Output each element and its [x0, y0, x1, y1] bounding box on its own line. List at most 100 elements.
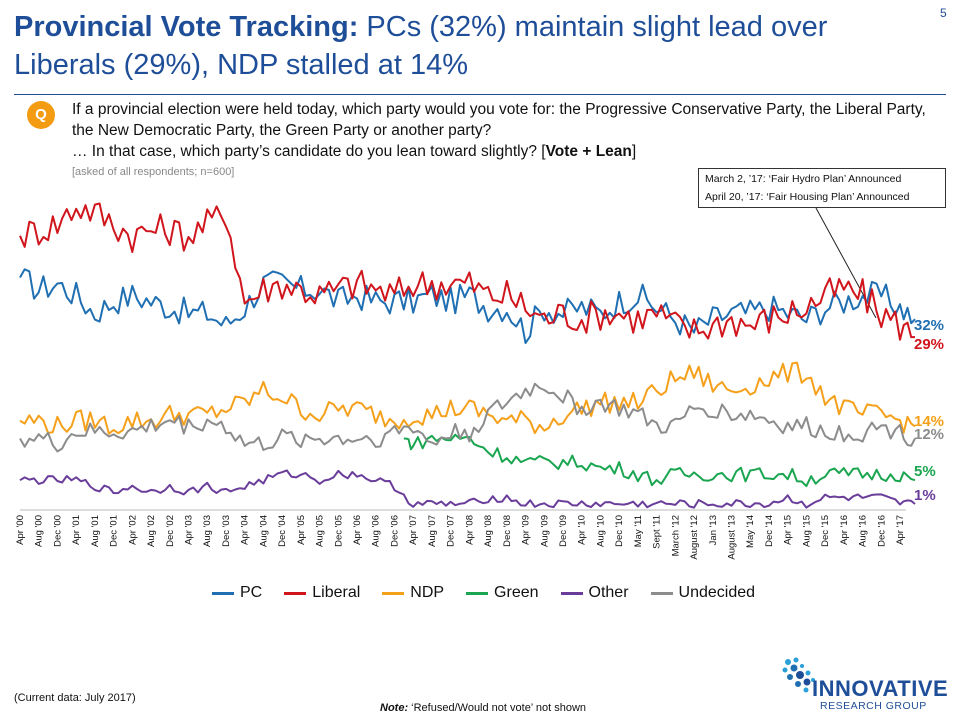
x-tick-label: Dec '01: [109, 515, 120, 547]
x-tick-label: Dec '03: [221, 515, 232, 547]
logo-wordmark: INNOVATIVE: [812, 676, 949, 701]
legend-item-green: Green: [466, 584, 539, 602]
legend-swatch: [466, 591, 489, 595]
x-tick-label: Apr '04: [240, 515, 251, 545]
x-tick-label: Apr '15: [783, 515, 794, 545]
sample-base-note: [asked of all respondents; n=600]: [72, 166, 235, 178]
x-tick-label: Apr '06: [352, 515, 363, 545]
x-tick-label: Dec '10: [614, 515, 625, 547]
series-end-labels: 32% 29% 14% 5% 1% 12%: [914, 317, 944, 504]
x-tick-label: Aug '03: [202, 515, 213, 547]
x-tick-label: Apr '17: [895, 515, 906, 545]
current-data-note: (Current data: July 2017): [14, 692, 136, 704]
x-tick-label: Dec '14: [764, 515, 775, 547]
legend-item-ndp: NDP: [382, 584, 444, 602]
page-title: Provincial Vote Tracking: PCs (32%) main…: [14, 8, 934, 84]
series-line-liberal: [19, 202, 915, 341]
page-number: 5: [940, 6, 947, 20]
series-line-other: [19, 469, 916, 509]
x-tick-label: Aug '15: [801, 515, 812, 547]
x-tick-label: Dec '07: [446, 515, 457, 547]
x-tick-label: Apr '01: [71, 515, 82, 545]
x-tick-label: Dec '04: [277, 515, 288, 547]
title-divider: [14, 94, 946, 95]
legend-swatch: [560, 591, 583, 595]
logo-dots-icon: [782, 657, 815, 693]
legend-swatch: [212, 591, 234, 595]
series-line-pc: [19, 268, 916, 344]
legend-item-undecided: Undecided: [650, 584, 756, 602]
x-tick-label: Aug '00: [34, 515, 45, 547]
x-tick-label: Apr '03: [184, 515, 195, 545]
legend-item-other: Other: [560, 584, 629, 602]
x-tick-label: Apr '10: [577, 515, 588, 545]
x-tick-label: Aug '08: [483, 515, 494, 547]
series-lines: [19, 202, 916, 509]
annotation-line-2: April 20, ’17: ‘Fair Housing Plan’ Annou…: [705, 191, 910, 203]
x-tick-label: Apr '08: [464, 515, 475, 545]
lean-bold: Vote + Lean: [545, 143, 632, 160]
legend-label: Undecided: [678, 584, 756, 601]
x-tick-label: May '11: [633, 515, 644, 547]
company-logo: INNOVATIVE RESEARCH GROUP: [780, 656, 950, 716]
x-tick-label: March '12: [670, 515, 681, 556]
lean-suffix: ]: [631, 143, 637, 160]
end-label-ndp: 14%: [914, 413, 944, 430]
x-tick-label: Aug '05: [315, 515, 326, 547]
end-label-liberal: 29%: [914, 336, 944, 353]
x-tick-label: August '12: [689, 515, 700, 560]
x-tick-label: Dec '08: [502, 515, 513, 547]
footnote: Note: ‘Refused/Would not vote’ not shown: [380, 702, 586, 714]
x-tick-label: Jan '13: [708, 515, 719, 545]
chart-legend: PC Liberal NDP Green Other Undecided: [212, 584, 755, 602]
annotation-line-1: March 2, ’17: ‘Fair Hydro Plan’ Announce…: [705, 173, 902, 185]
x-tick-label: Aug '04: [258, 515, 269, 547]
footnote-text: ‘Refused/Would not vote’ not shown: [408, 702, 587, 714]
x-tick-label: Aug '06: [371, 515, 382, 547]
lean-question: … In that case, which party’s candidate …: [72, 141, 932, 162]
x-tick-label: Apr '02: [127, 515, 138, 545]
end-label-green: 5%: [914, 463, 936, 480]
x-tick-label: Aug '07: [427, 515, 438, 547]
x-tick-label: Aug '09: [539, 515, 550, 547]
legend-swatch: [650, 591, 673, 595]
x-tick-label: Aug '02: [146, 515, 157, 547]
end-label-pc: 32%: [914, 317, 944, 334]
title-rest: PCs (32%) maintain slight lead over Libe…: [14, 11, 828, 81]
x-tick-label: Dec '02: [165, 515, 176, 547]
legend-swatch: [382, 591, 405, 595]
x-tick-label: Apr '16: [839, 515, 850, 545]
x-axis-ticks: Apr '00 Aug '00 Dec '00 Apr '01 Aug '01 Dec '…: [15, 515, 906, 560]
x-tick-label: Apr '09: [521, 515, 532, 545]
series-line-ndp: [19, 361, 916, 435]
x-tick-label: Dec '00: [52, 515, 63, 547]
footnote-bold: Note:: [380, 702, 409, 714]
lean-prefix: … In that case, which party’s candidate …: [72, 143, 546, 160]
x-tick-label: Dec '06: [389, 515, 400, 547]
title-bold: Provincial Vote Tracking:: [14, 11, 359, 43]
logo-subtitle: RESEARCH GROUP: [820, 700, 927, 712]
legend-item-liberal: Liberal: [284, 584, 360, 602]
question-text-block: If a provincial election were held today…: [72, 99, 932, 162]
x-tick-label: May '14: [745, 515, 756, 548]
legend-label: Liberal: [312, 584, 361, 601]
x-tick-label: August '13: [726, 515, 737, 560]
x-tick-label: Apr '05: [296, 515, 307, 545]
legend-label: Green: [494, 584, 539, 601]
series-line-undecided: [19, 382, 916, 453]
series-line-green: [403, 433, 916, 488]
event-annotation-box: March 2, ’17: ‘Fair Hydro Plan’ Announce…: [698, 168, 946, 208]
x-tick-label: Apr '07: [408, 515, 419, 545]
legend-item-pc: PC: [212, 584, 262, 602]
x-tick-label: Dec '09: [558, 515, 569, 547]
end-label-other: 1%: [914, 487, 936, 504]
x-tick-label: Aug '01: [90, 515, 101, 547]
x-tick-label: Dec '16: [876, 515, 887, 547]
legend-swatch: [284, 591, 307, 595]
x-tick-label: Dec '05: [333, 515, 344, 547]
question-text: If a provincial election were held today…: [72, 101, 926, 139]
x-tick-label: Apr '00: [15, 515, 26, 545]
x-tick-label: Aug '10: [595, 515, 606, 547]
legend-label: Other: [588, 584, 629, 601]
